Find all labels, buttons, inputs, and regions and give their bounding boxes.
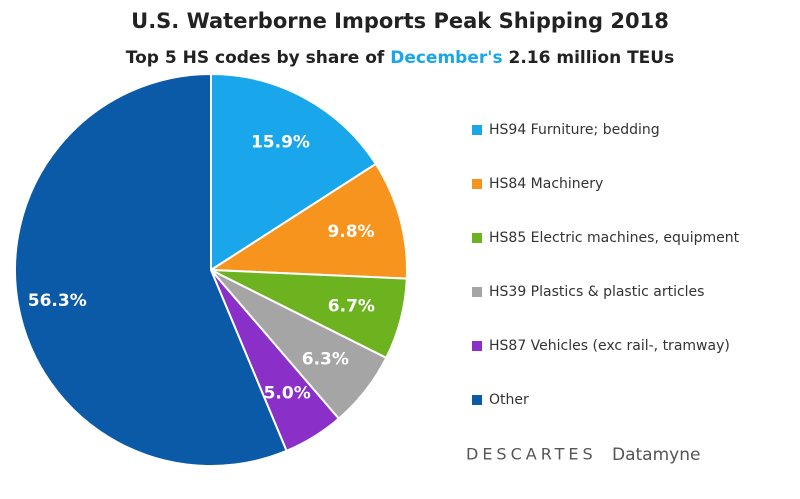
chart-subtitle: Top 5 HS codes by share of December's 2.…	[126, 48, 674, 68]
value-label: 6.3%	[302, 349, 349, 369]
subtitle-part: 2.16 million TEUs	[509, 48, 675, 68]
value-label: 15.9%	[251, 133, 310, 153]
logo-brand: DESCARTES	[466, 445, 597, 464]
legend-swatch	[472, 287, 482, 297]
value-label: 6.7%	[328, 297, 375, 317]
pie-slice	[210, 72, 378, 272]
logo-product: Datamyne	[612, 445, 700, 465]
legend-swatch	[472, 395, 482, 405]
pie-slice	[207, 162, 408, 280]
value-label: 5.0%	[264, 383, 311, 403]
legend-label: HS39 Plastics & plastic articles	[489, 284, 704, 300]
value-label: 56.3%	[28, 291, 87, 311]
pie-slice	[14, 72, 288, 467]
legend-label: Other	[489, 392, 529, 408]
legend-label: HS94 Furniture; bedding	[489, 122, 660, 138]
legend-label: HS85 Electric machines, equipment	[489, 230, 740, 246]
subtitle-part: Top 5 HS codes by share of	[126, 48, 385, 68]
legend-swatch	[472, 233, 482, 243]
legend-swatch	[472, 341, 482, 351]
legend-label: HS84 Machinery	[489, 176, 603, 192]
legend-label: HS87 Vehicles (exc rail-, tramway)	[489, 338, 730, 354]
chart-title: U.S. Waterborne Imports Peak Shipping 20…	[131, 9, 669, 33]
subtitle-highlight: December's	[390, 48, 502, 68]
pie: 15.9% 9.8% 6.7% 6.3% 5.0% 56.3%	[14, 72, 408, 467]
legend-swatch	[472, 125, 482, 135]
legend: HS94 Furniture; bedding HS84 Machinery HS8…	[472, 122, 740, 408]
value-label: 9.8%	[327, 222, 374, 242]
legend-swatch	[472, 179, 482, 189]
